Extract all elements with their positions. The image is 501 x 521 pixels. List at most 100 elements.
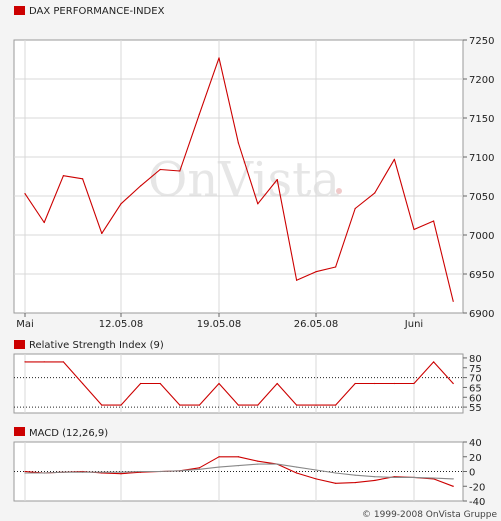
data-point: [62, 471, 64, 473]
data-point: [62, 361, 64, 363]
data-point: [276, 382, 278, 385]
data-point: [257, 463, 259, 465]
y-tick-label: 0: [469, 468, 475, 479]
data-point: [101, 232, 103, 235]
data-point: [433, 220, 435, 222]
data-point: [24, 472, 26, 474]
data-point: [393, 382, 395, 385]
data-point: [198, 467, 200, 469]
data-point: [413, 382, 415, 385]
y-tick-label: 7200: [469, 75, 494, 86]
y-tick-label: 6900: [469, 309, 494, 320]
data-point: [24, 361, 26, 363]
data-point: [335, 472, 337, 474]
y-tick-label: 7100: [469, 153, 494, 164]
data-point: [354, 481, 356, 484]
data-point: [296, 279, 298, 281]
data-point: [120, 471, 122, 473]
data-point: [62, 175, 64, 177]
data-point: [276, 463, 278, 465]
data-point: [393, 476, 395, 478]
data-point: [237, 465, 239, 467]
data-point: [101, 471, 103, 473]
data-point: [374, 192, 376, 194]
data-point: [140, 185, 142, 187]
data-point: [24, 193, 26, 195]
y-tick-label: 20: [469, 453, 482, 464]
x-tick-label: 19.05.08: [197, 319, 242, 330]
data-point: [257, 404, 259, 406]
data-point: [43, 361, 45, 363]
data-point: [433, 361, 435, 363]
data-point: [237, 404, 239, 406]
data-point: [354, 474, 356, 476]
data-point: [315, 404, 317, 406]
y-tick-label: 7050: [469, 192, 494, 203]
data-point: [257, 460, 259, 462]
data-point: [452, 300, 454, 302]
y-tick-label: -40: [469, 497, 485, 508]
y-tick-label: 75: [469, 364, 482, 375]
data-point: [179, 404, 181, 406]
data-point: [335, 404, 337, 406]
data-point: [237, 456, 239, 458]
data-point: [218, 382, 220, 385]
data-point: [24, 470, 26, 473]
y-tick-label: 7000: [469, 231, 494, 242]
main-title-marker: [14, 6, 25, 15]
data-point: [140, 470, 142, 473]
data-point: [452, 478, 454, 480]
data-point: [276, 179, 278, 181]
macd-title-marker: [14, 427, 25, 436]
data-point: [140, 382, 142, 385]
data-point: [315, 478, 317, 480]
data-point: [198, 113, 200, 115]
data-point: [374, 479, 376, 481]
y-tick-label: 80: [469, 354, 482, 365]
data-point: [296, 472, 298, 474]
data-point: [120, 404, 122, 406]
data-point: [452, 485, 454, 487]
x-tick-label: Juni: [404, 319, 423, 330]
data-point: [335, 266, 337, 268]
data-point: [413, 476, 415, 478]
data-point: [315, 469, 317, 471]
rsi-title-marker: [14, 340, 25, 349]
macd-title: MACD (12,26,9): [29, 428, 108, 439]
x-tick-label: Mai: [16, 319, 34, 330]
data-point: [198, 468, 200, 470]
data-point: [296, 404, 298, 406]
data-point: [218, 57, 220, 59]
data-point: [159, 382, 161, 385]
data-point: [159, 168, 161, 171]
y-tick-label: 6950: [469, 270, 494, 281]
data-point: [198, 404, 200, 406]
data-point: [413, 228, 415, 231]
data-point: [43, 221, 45, 224]
data-point: [257, 203, 259, 205]
y-tick-label: 7250: [469, 36, 494, 47]
data-point: [354, 207, 356, 210]
data-point: [296, 466, 298, 468]
data-point: [120, 473, 122, 475]
footer-copyright: © 1999-2008 OnVista Gruppe: [362, 510, 497, 520]
data-point: [159, 470, 161, 473]
data-point: [82, 178, 84, 180]
data-point: [374, 382, 376, 385]
rsi-title: Relative Strength Index (9): [29, 340, 164, 351]
y-tick-label: 7150: [469, 114, 494, 125]
data-point: [82, 382, 84, 385]
data-point: [218, 456, 220, 458]
data-point: [315, 271, 317, 273]
main-title: DAX PERFORMANCE-INDEX: [29, 6, 165, 17]
data-point: [179, 170, 181, 172]
plot-area-0: [13, 39, 464, 314]
data-point: [393, 158, 395, 160]
data-point: [374, 476, 376, 478]
y-tick-label: 40: [469, 438, 482, 449]
data-point: [82, 471, 84, 473]
y-tick-label: 70: [469, 374, 482, 385]
data-point: [179, 470, 181, 472]
data-point: [433, 477, 435, 479]
